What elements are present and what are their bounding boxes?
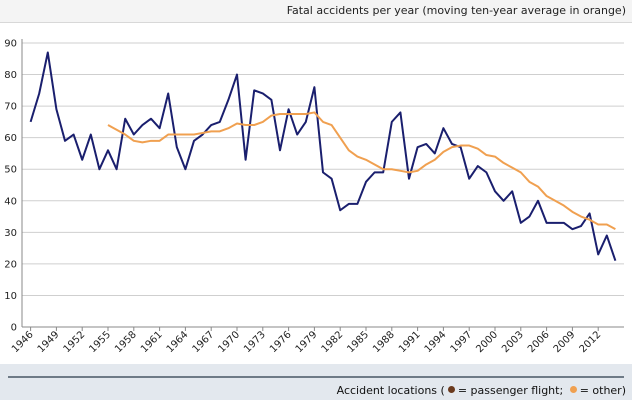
- series-line: [29, 51, 617, 262]
- legend-dot: [569, 386, 577, 393]
- x-tick-label: 1982: [320, 329, 346, 355]
- x-tick-label: 1985: [345, 329, 371, 355]
- x-tick-label: 1991: [397, 329, 423, 355]
- legend-lead: Accident locations (: [336, 384, 445, 397]
- x-tick-label: 1958: [113, 329, 139, 355]
- x-tick-label: 1967: [191, 329, 217, 355]
- y-tick-label: 10: [4, 291, 17, 302]
- y-tick-label: 40: [4, 196, 17, 207]
- x-tick-label: 1979: [294, 329, 320, 355]
- y-tick-label: 60: [4, 133, 17, 144]
- x-tick-label: 1970: [216, 329, 242, 355]
- x-tick-label: 2012: [578, 329, 604, 355]
- x-tick-label: 2006: [526, 329, 552, 355]
- chart-title: Fatal accidents per year (moving ten-yea…: [286, 4, 626, 17]
- x-tick-label: 1949: [36, 329, 62, 355]
- series-line: [107, 111, 616, 231]
- y-tick-label: 70: [4, 102, 17, 113]
- y-tick-label: 30: [4, 228, 17, 239]
- x-tick-label: 1952: [62, 329, 88, 355]
- x-tick-label: 1955: [87, 329, 113, 355]
- x-tick-label: 2009: [552, 329, 578, 355]
- x-tick-label: 2003: [500, 329, 526, 355]
- x-tick-label: 1961: [139, 329, 165, 355]
- x-tick-label: 1976: [268, 329, 294, 355]
- x-tick-label: 1994: [423, 329, 449, 355]
- y-tick-label: 50: [4, 165, 17, 176]
- x-tick-label: 1964: [165, 329, 191, 355]
- footer: Accident locations (= passenger flight; …: [0, 364, 632, 400]
- x-tick-label: 1988: [371, 329, 397, 355]
- x-tick-label: 2000: [474, 329, 500, 355]
- legend-label: = passenger flight;: [457, 384, 564, 397]
- y-tick-label: 0: [11, 323, 17, 334]
- y-tick-label: 90: [4, 39, 17, 50]
- footer-rule: [8, 376, 624, 378]
- x-tick-label: 1973: [242, 329, 268, 355]
- y-tick-label: 20: [4, 259, 17, 270]
- legend-note: Accident locations (= passenger flight; …: [337, 384, 626, 397]
- legend-dot: [447, 386, 455, 393]
- legend-label: = other): [579, 384, 626, 397]
- y-tick-label: 80: [4, 70, 17, 81]
- x-tick-label: 1997: [449, 329, 475, 355]
- header: Fatal accidents per year (moving ten-yea…: [0, 0, 632, 23]
